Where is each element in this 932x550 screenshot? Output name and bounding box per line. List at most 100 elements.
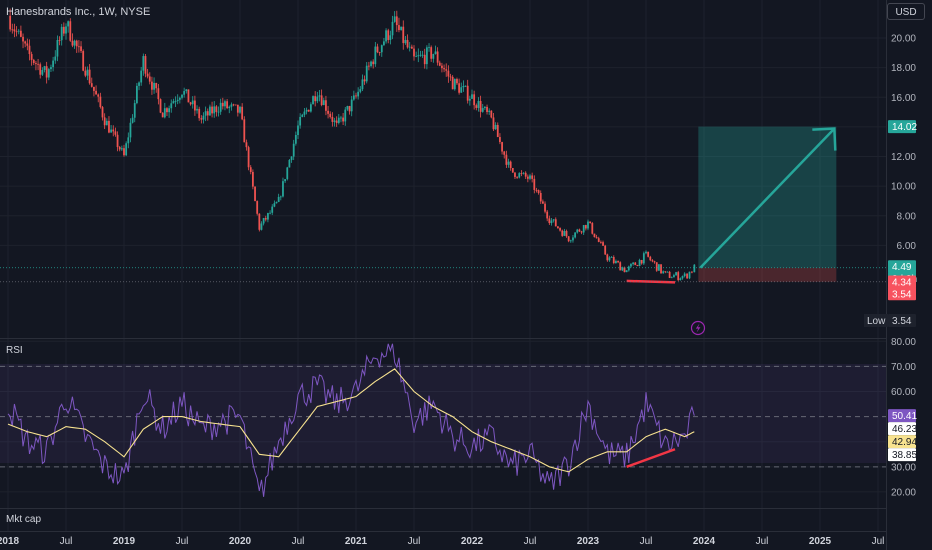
candle-body: [479, 100, 482, 112]
candle-body: [595, 237, 598, 239]
candle-body: [322, 100, 325, 106]
candle-body: [213, 106, 216, 114]
candle-body: [417, 55, 420, 57]
candle-body: [477, 100, 480, 108]
candle-body: [634, 262, 637, 266]
candle-body: [239, 106, 241, 113]
candle-body: [181, 94, 183, 98]
candle-body: [224, 101, 226, 107]
candle-body: [376, 46, 379, 53]
drawings[interactable]: [0, 127, 886, 468]
candle-body: [318, 95, 321, 97]
candle-body: [172, 101, 175, 104]
candle-body: [133, 103, 136, 118]
candle-body: [529, 175, 531, 179]
candle-body: [557, 226, 559, 229]
candle-body: [232, 104, 235, 106]
candle-body: [559, 228, 561, 231]
time-axis[interactable]: 2018 Jul 2019 Jul 2020 Jul 2021 Jul 2022 Jul 2023 J…: [0, 536, 884, 547]
candle-body: [552, 219, 555, 221]
candle-body: [475, 105, 478, 108]
price-tick-label: 18.00: [891, 63, 916, 74]
candle-body: [151, 81, 153, 90]
time-tick-label: Jul: [60, 536, 73, 547]
candle-body: [88, 69, 91, 84]
projection-arrow-head[interactable]: [812, 127, 837, 151]
projection-arrow[interactable]: [699, 127, 836, 269]
long-position-tool[interactable]: [698, 126, 837, 282]
rsi-level-c-tag: [888, 435, 916, 449]
last-price-tag: [888, 260, 916, 274]
candle-body: [587, 221, 589, 229]
candle-body: [544, 203, 546, 212]
candle-body: [660, 264, 662, 274]
candle-body: [688, 271, 691, 279]
time-tick-label: 2019: [113, 536, 136, 547]
candle-body: [161, 112, 164, 118]
candle-body: [606, 254, 609, 261]
candle-body: [361, 79, 364, 90]
candle-body: [159, 99, 162, 113]
candle-body: [640, 259, 643, 264]
rsi-divergence-line[interactable]: [626, 448, 676, 468]
candle-body: [410, 46, 413, 49]
candle-body: [533, 178, 536, 190]
candle-body: [535, 189, 538, 191]
candle-body: [494, 124, 497, 130]
candle-body: [526, 176, 529, 179]
candle-body: [355, 95, 357, 97]
currency-button[interactable]: USD: [887, 3, 925, 20]
candle-body: [26, 43, 29, 46]
loss-zone[interactable]: [698, 267, 837, 282]
candle-body: [243, 119, 246, 143]
price-divergence-line[interactable]: [626, 279, 676, 284]
rsi-level-d-tag-text: 38.85: [892, 450, 917, 461]
candle-body: [288, 160, 291, 168]
candle-body: [593, 233, 596, 238]
level-b-tag: [888, 287, 916, 301]
candle-body: [402, 26, 405, 44]
candle-body: [314, 96, 317, 102]
candle-body: [630, 264, 632, 267]
candle-body: [217, 111, 220, 113]
candle-body: [488, 110, 491, 112]
candle-body: [554, 219, 557, 227]
candle-body: [576, 229, 579, 233]
candle-body: [441, 65, 443, 69]
candle-body: [443, 68, 445, 70]
target-price-tag: [888, 120, 916, 134]
candle-body: [258, 213, 261, 230]
candle-body: [41, 70, 44, 75]
candle-body: [400, 26, 403, 31]
rsi-ma-value-tag: [888, 422, 916, 436]
candle-body: [198, 108, 201, 119]
candle-body: [52, 60, 55, 68]
candle-body: [301, 114, 304, 117]
candle-body: [54, 56, 57, 61]
candle-body: [693, 264, 696, 273]
candle-body: [215, 106, 218, 112]
candle-body: [65, 26, 67, 34]
candle-body: [636, 265, 639, 267]
candle-body: [316, 96, 319, 102]
candle-body: [531, 175, 534, 179]
price-tick-label: 12.00: [891, 152, 916, 163]
lightning-icon[interactable]: [690, 320, 706, 336]
candle-body: [114, 131, 117, 135]
candle-body: [574, 232, 577, 238]
candle-body: [567, 236, 570, 242]
candle-body: [423, 54, 426, 65]
candle-body: [673, 275, 675, 278]
candle-body: [82, 51, 85, 71]
candle-body: [677, 272, 680, 281]
candle-body: [518, 173, 521, 178]
candle-body: [249, 167, 252, 172]
mktcap-pane-label: Mkt cap: [6, 514, 42, 525]
candle-body: [453, 79, 456, 90]
candle-body: [245, 142, 248, 148]
candle-body: [406, 39, 409, 48]
candle-body: [597, 238, 600, 242]
candle-body: [548, 218, 551, 224]
